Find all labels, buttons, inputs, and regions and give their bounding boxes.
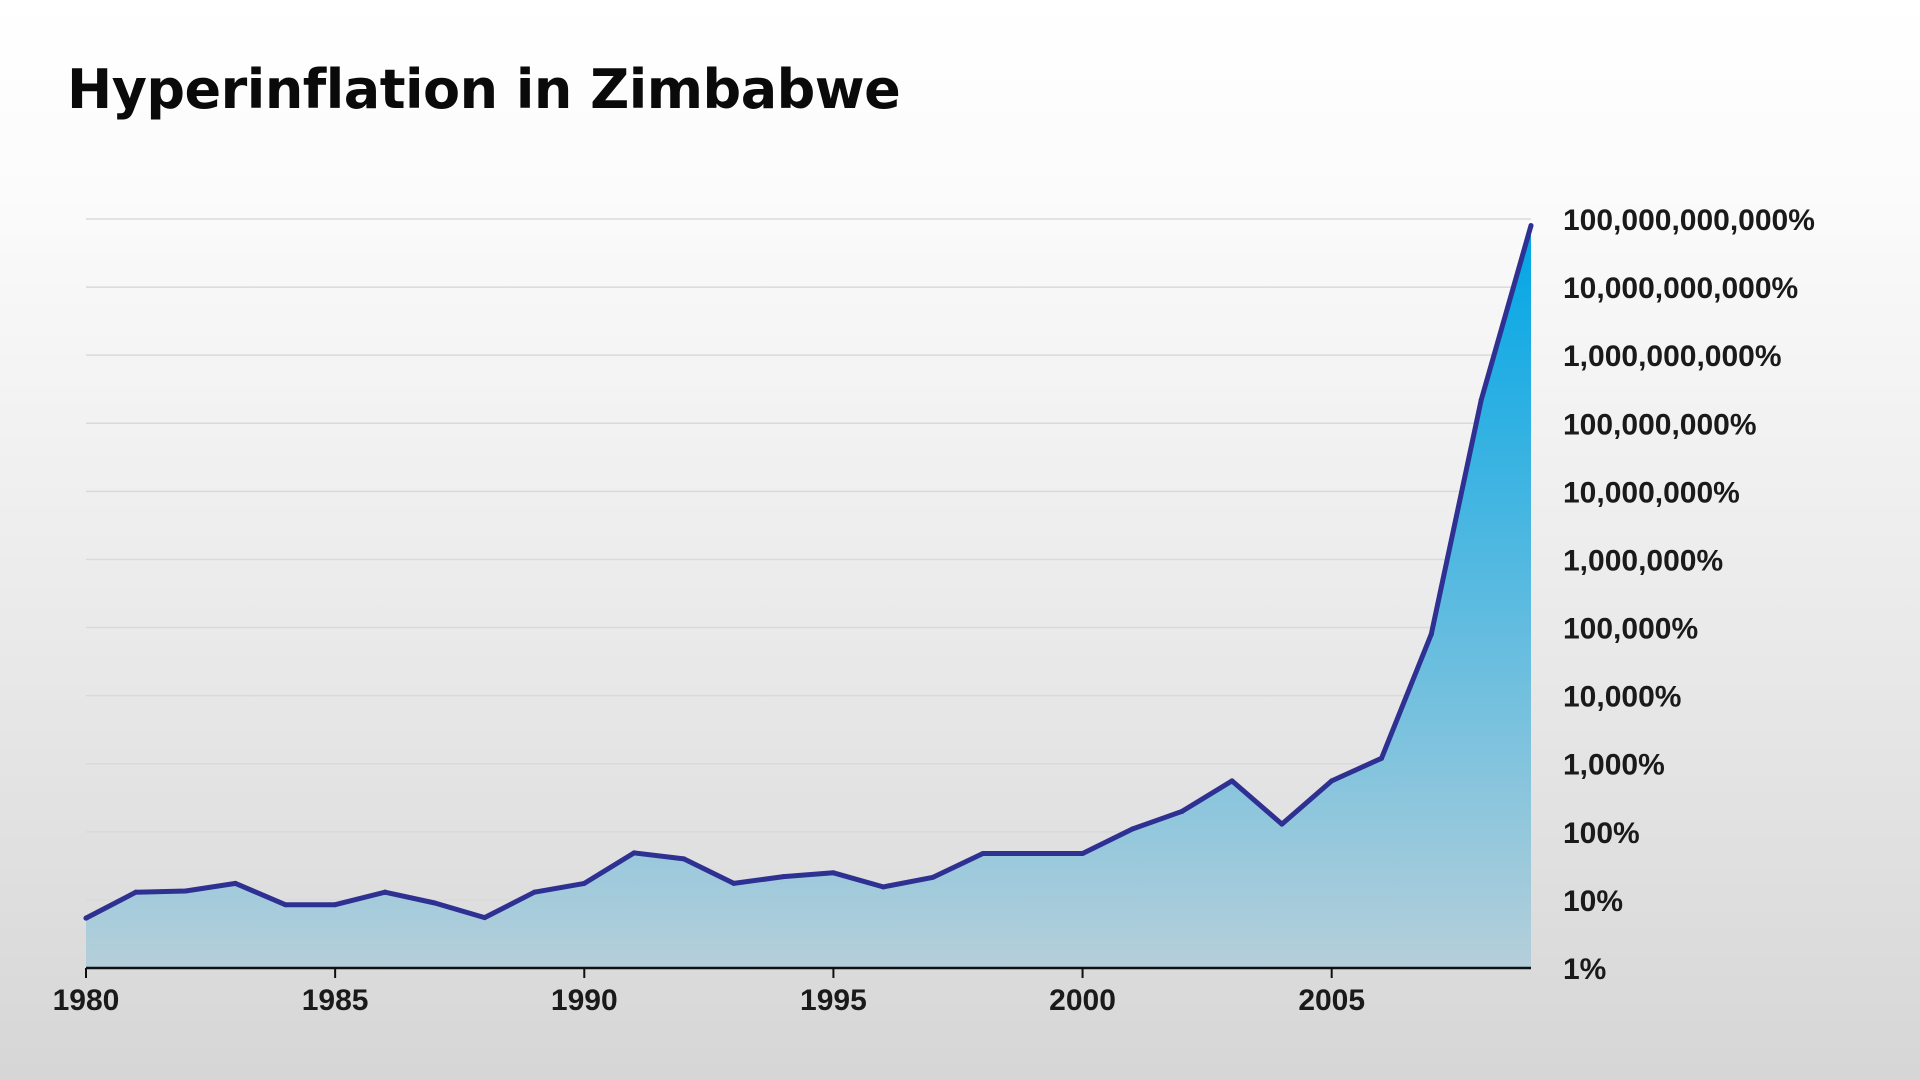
data-point: [830, 870, 836, 876]
data-point: [432, 900, 438, 906]
y-tick-label: 1,000%: [1563, 749, 1665, 782]
data-point: [183, 888, 189, 894]
y-tick-label: 10,000,000,000%: [1563, 272, 1798, 305]
data-point: [880, 884, 886, 890]
y-axis-ticks: 1% 10% 100% 1,000% 10,000% 100,000% 1,000,000%…: [1563, 204, 1815, 986]
y-tick-label: 1,000,000,000%: [1563, 340, 1782, 373]
x-tick-label: 1985: [302, 984, 369, 1017]
inflation-area: [86, 225, 1531, 969]
data-point: [1030, 851, 1036, 857]
data-point: [681, 856, 687, 862]
data-point: [482, 915, 488, 921]
y-tick-label: 1,000,000%: [1563, 544, 1723, 577]
data-point: [1080, 851, 1086, 857]
inflation-line: [83, 223, 1534, 921]
data-point: [1229, 778, 1235, 784]
data-point: [1379, 755, 1385, 761]
data-point: [1528, 223, 1534, 229]
data-point: [232, 880, 238, 886]
data-point: [1428, 631, 1434, 637]
y-tick-label: 10%: [1563, 885, 1623, 918]
data-point: [1179, 808, 1185, 814]
data-point: [731, 880, 737, 886]
data-point: [1129, 826, 1135, 832]
data-points: [83, 223, 1534, 921]
x-tick-label: 2000: [1049, 984, 1116, 1017]
data-point: [1279, 821, 1285, 827]
y-tick-label: 100,000,000,000%: [1563, 204, 1815, 237]
y-tick-label: 100%: [1563, 817, 1640, 850]
data-point: [332, 902, 338, 908]
data-point: [133, 889, 139, 895]
data-point: [581, 880, 587, 886]
y-tick-label: 1%: [1563, 953, 1606, 986]
chart-title: Hyperinflation in Zimbabwe: [67, 58, 901, 121]
x-tick-label: 1995: [800, 984, 867, 1017]
y-tick-label: 100,000,000%: [1563, 408, 1757, 441]
data-point: [382, 889, 388, 895]
data-point: [1478, 397, 1484, 403]
x-tick-label: 1990: [551, 984, 618, 1017]
grid-lines: [86, 218, 1531, 901]
y-tick-label: 10,000,000%: [1563, 476, 1740, 509]
data-point: [83, 915, 89, 921]
data-point: [980, 851, 986, 857]
data-point: [930, 874, 936, 880]
data-point: [631, 850, 637, 856]
x-tick-label: 1980: [53, 984, 120, 1017]
data-point: [282, 902, 288, 908]
x-tick-label: 2005: [1298, 984, 1365, 1017]
data-point: [781, 874, 787, 880]
y-tick-label: 100,000%: [1563, 613, 1698, 646]
y-tick-label: 10,000%: [1563, 681, 1681, 714]
data-point: [1329, 778, 1335, 784]
data-point: [531, 889, 537, 895]
x-axis-ticks: 1980 1985 1990 1995 2000 2005: [53, 968, 1365, 1017]
